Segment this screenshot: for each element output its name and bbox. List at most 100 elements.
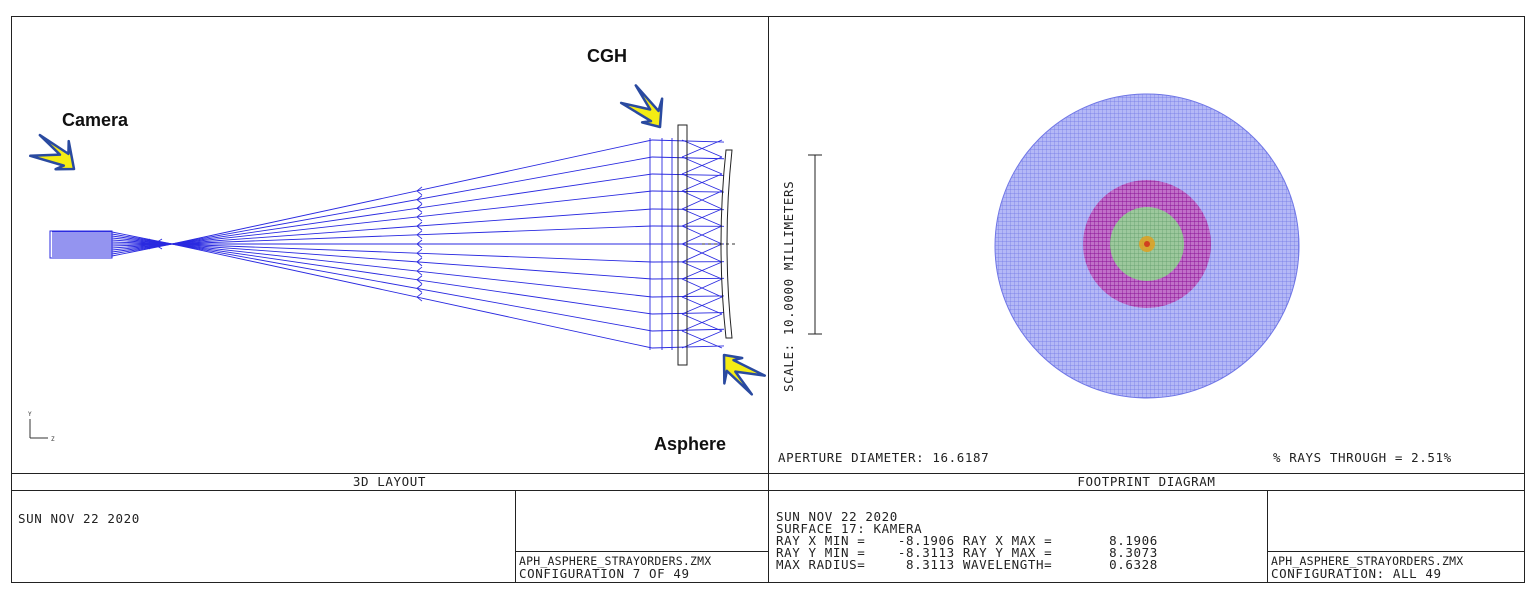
- footprint-drawing: [808, 93, 1300, 399]
- ray-arrow-mark: [416, 292, 423, 298]
- scale-label: SCALE: 10.0000 MILLIMETERS: [781, 180, 796, 392]
- left-footer-configuration: CONFIGURATION 7 OF 49: [519, 566, 690, 581]
- ray-fan-line: [171, 243, 653, 315]
- ray-arrow-mark: [416, 234, 423, 240]
- ray-arrow-mark: [416, 203, 423, 209]
- cgh-callout: CGH: [587, 46, 627, 66]
- title-bar-bottom-line: [11, 490, 1525, 491]
- ray-cross-line: [681, 156, 723, 175]
- cgh-plate: [677, 124, 688, 366]
- ray-arrow-mark: [416, 261, 423, 267]
- ray-parallel-line: [651, 156, 725, 160]
- camera-callout: Camera: [62, 110, 129, 130]
- ray-parallel-line: [651, 208, 725, 211]
- ray-arrow-mark: [416, 279, 423, 285]
- ray-cross-line: [681, 243, 723, 263]
- ray-arrow-mark: [416, 252, 423, 258]
- panel-divider: [768, 16, 769, 583]
- focus-arrow-mark: [153, 238, 163, 245]
- ray-arrow-mark: [416, 216, 423, 222]
- ray-arrow-mark: [416, 296, 423, 302]
- info-line-radius-wavelength: MAX RADIUS= 8.3113 WAVELENGTH= 0.6328: [776, 557, 1158, 572]
- ray-cross-line: [681, 330, 723, 349]
- ray-cross-line: [681, 278, 723, 298]
- info-line-date: SUN NOV 22 2020: [776, 509, 898, 524]
- right-footer-divider: [1267, 490, 1268, 583]
- right-footer-file-line: [1267, 551, 1525, 552]
- ray-arrow-mark: [416, 195, 423, 200]
- ray-fan-line: [171, 173, 653, 245]
- ray-parallel-line: [651, 190, 725, 193]
- ray-arrow-mark: [416, 288, 423, 293]
- axis-y-label: Y: [28, 411, 32, 418]
- left-footer-file-line: [515, 551, 768, 552]
- ray-arrow-mark: [416, 266, 423, 272]
- ray-fan-line: [171, 243, 653, 263]
- ray-cross-line: [681, 173, 723, 192]
- ray-arrow-mark: [416, 207, 423, 213]
- aperture-diameter: APERTURE DIAMETER: 16.6187: [778, 450, 990, 465]
- ray-trace: [52, 138, 725, 350]
- cgh-arrow-icon: [619, 84, 664, 129]
- info-line-ray-y: RAY Y MIN = -8.3113 RAY Y MAX = 8.3073: [776, 545, 1158, 560]
- rays-through: % RAYS THROUGH = 2.51%: [1273, 450, 1452, 465]
- ray-cross-line: [681, 296, 723, 315]
- focus-arrow-mark: [153, 243, 163, 250]
- ray-cross-line: [681, 261, 723, 280]
- ray-arrow-mark: [416, 257, 423, 263]
- camera-arrow-icon: [29, 133, 76, 171]
- ray-arrow-mark: [416, 230, 423, 236]
- ray-arrow-mark: [416, 199, 423, 204]
- ray-arrow-mark: [416, 212, 423, 218]
- right-footer-configuration: CONFIGURATION: ALL 49: [1271, 566, 1442, 581]
- right-footer-file: APH_ASPHERE_STRAYORDERS.ZMX: [1271, 554, 1464, 568]
- ray-arrow-mark: [416, 270, 423, 276]
- left-footer-file: APH_ASPHERE_STRAYORDERS.ZMX: [519, 554, 712, 568]
- ray-parallel-line: [651, 345, 725, 349]
- ray-cross-line: [681, 190, 723, 210]
- ray-parallel-line: [651, 139, 725, 143]
- right-panel-title: FOOTPRINT DIAGRAM: [1077, 474, 1216, 489]
- axis-z-label: Z: [51, 436, 55, 443]
- left-panel-title: 3D LAYOUT: [352, 474, 427, 489]
- footprint-info-block: SUN NOV 22 2020 SURFACE 17: KAMERA RAY X…: [776, 509, 1158, 572]
- ray-fan-line: [171, 225, 653, 245]
- focus-arrow-mark: [141, 243, 151, 250]
- layout-drawing: Y Z: [28, 84, 767, 443]
- ray-fan-line: [171, 243, 653, 298]
- ray-parallel-line: [651, 328, 725, 332]
- ray-fan-line: [171, 156, 653, 245]
- ray-arrow-mark: [416, 225, 423, 231]
- ray-arrow-mark: [416, 221, 423, 227]
- ray-fan-line: [171, 243, 653, 349]
- ray-arrow-mark: [416, 190, 423, 196]
- info-line-ray-x: RAY X MIN = -8.1906 RAY X MAX = 8.1906: [776, 533, 1158, 548]
- info-line-surface: SURFACE 17: KAMERA: [776, 521, 923, 536]
- footprint-center-spot: [1144, 241, 1150, 247]
- ray-fan-line: [171, 190, 653, 245]
- ray-parallel-line: [651, 312, 725, 315]
- ray-cross-line: [681, 225, 723, 245]
- camera-body: [49, 230, 113, 259]
- ray-fan-line: [171, 139, 653, 245]
- asphere-lens: [720, 149, 733, 339]
- ray-arrow-mark: [416, 186, 423, 192]
- asphere-arrow-icon: [722, 353, 767, 396]
- camera-ray-line: [111, 243, 173, 257]
- ray-fan-line: [171, 243, 653, 332]
- ray-parallel-line: [651, 277, 725, 280]
- ray-cross-line: [681, 208, 723, 227]
- ray-arrow-mark: [416, 239, 423, 245]
- title-bar-top-line: [11, 473, 1525, 474]
- focus-arrow-mark: [141, 238, 151, 245]
- ray-arrow-mark: [416, 284, 423, 289]
- ray-cross-line: [681, 313, 723, 332]
- ray-parallel-line: [651, 295, 725, 298]
- ray-fan-line: [171, 208, 653, 245]
- ray-arrow-mark: [416, 243, 423, 249]
- ray-cross-line: [681, 139, 723, 158]
- ray-arrow-mark: [416, 248, 423, 254]
- left-footer-date: SUN NOV 22 2020: [18, 511, 140, 526]
- left-footer-divider: [515, 490, 516, 583]
- ray-arrow-mark: [416, 275, 423, 281]
